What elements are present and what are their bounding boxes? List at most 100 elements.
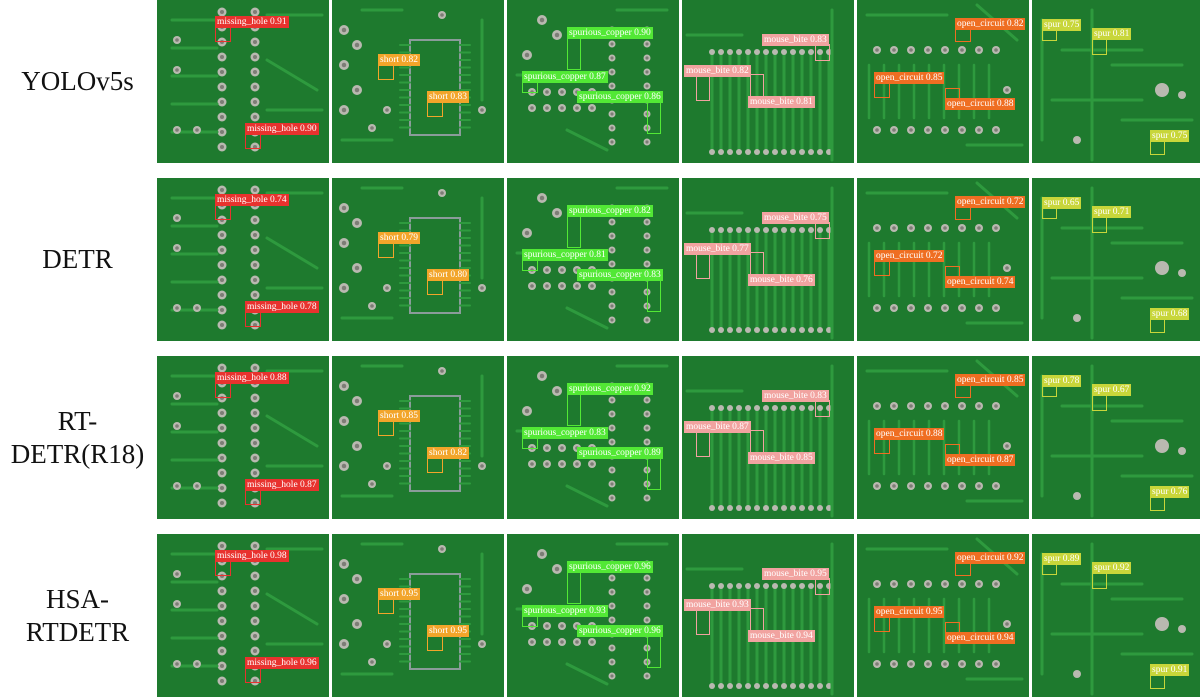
bounding-box	[1150, 496, 1165, 511]
pcb-image-panel: missing_hole 0.91 missing_hole 0.90	[157, 0, 329, 163]
pcb-image-panel: spurious_copper 0.96 spurious_copper 0.93…	[507, 534, 679, 697]
row-label-line: HSA-	[45, 583, 109, 614]
bounding-box	[567, 571, 581, 604]
detection-label: spur 0.76	[1150, 486, 1190, 498]
bounding-box	[955, 384, 971, 398]
pcb-image-panel: mouse_bite 0.83 mouse_bite 0.82 mouse_bite…	[682, 0, 854, 163]
bounding-box	[245, 133, 261, 149]
pcb-image-panel: missing_hole 0.98 missing_hole 0.96	[157, 534, 329, 697]
detection-label: missing_hole 0.74	[215, 194, 289, 206]
detection-label: spur 0.75	[1150, 130, 1190, 142]
row-label: RT- DETR(R18)	[0, 405, 155, 471]
pcb-texture	[170, 7, 324, 152]
detection-label: spur 0.89	[1042, 553, 1082, 565]
detection-label: missing_hole 0.98	[215, 550, 289, 562]
bounding-box	[378, 242, 394, 258]
detection-label: open_circuit 0.85	[955, 374, 1026, 386]
bounding-box	[1150, 318, 1165, 333]
detection-label: mouse_bite 0.87	[684, 421, 751, 433]
bounding-box	[874, 82, 890, 98]
bounding-box	[1150, 140, 1165, 155]
pcb-texture	[339, 186, 486, 320]
row-label: DETR	[0, 243, 155, 276]
bounding-box	[245, 667, 261, 683]
bounding-box	[696, 609, 710, 635]
bounding-box	[567, 393, 581, 426]
detection-label: open_circuit 0.87	[945, 454, 1016, 466]
detection-label: spurious_copper 0.89	[577, 447, 663, 459]
detection-label: open_circuit 0.88	[874, 428, 945, 440]
pcb-image-panel: open_circuit 0.92 open_circuit 0.95 open_c…	[857, 534, 1029, 697]
bounding-box	[215, 382, 231, 398]
detection-label: short 0.82	[427, 447, 469, 459]
bounding-box	[245, 311, 261, 327]
detection-label: spurious_copper 0.92	[567, 383, 653, 395]
detection-label: spur 0.81	[1092, 28, 1132, 40]
pcb-texture	[339, 364, 486, 498]
bounding-box	[567, 215, 581, 248]
pcb-image-panel: open_circuit 0.72 open_circuit 0.72 open_c…	[857, 178, 1029, 341]
pcb-image-panel: spur 0.78 spur 0.67 spur 0.76	[1032, 356, 1200, 519]
pcb-image-panel: spurious_copper 0.90 spurious_copper 0.87…	[507, 0, 679, 163]
bounding-box	[874, 438, 890, 454]
detection-label: open_circuit 0.74	[945, 276, 1016, 288]
detection-label: spurious_copper 0.81	[522, 249, 608, 261]
pcb-image-panel: short 0.85 short 0.82	[332, 356, 504, 519]
detection-label: spurious_copper 0.83	[522, 427, 608, 439]
pcb-texture	[339, 542, 486, 676]
detection-label: spur 0.75	[1042, 19, 1082, 31]
detection-label: mouse_bite 0.76	[748, 274, 815, 286]
pcb-image-panel: short 0.95 short 0.95	[332, 534, 504, 697]
pcb-image-panel: short 0.79 short 0.80	[332, 178, 504, 341]
detection-label: spur 0.92	[1092, 562, 1132, 574]
detection-label: spur 0.65	[1042, 197, 1082, 209]
detection-label: mouse_bite 0.82	[684, 65, 751, 77]
bounding-box	[378, 598, 394, 614]
detection-label: open_circuit 0.88	[945, 98, 1016, 110]
detection-label: open_circuit 0.72	[955, 196, 1026, 208]
pcb-image-panel: spurious_copper 0.82 spurious_copper 0.81…	[507, 178, 679, 341]
bounding-box	[567, 37, 581, 70]
detection-label: mouse_bite 0.81	[748, 96, 815, 108]
bounding-box	[955, 28, 971, 42]
pcb-image-panel: open_circuit 0.82 open_circuit 0.85 open_c…	[857, 0, 1029, 163]
bounding-box	[647, 457, 661, 490]
detection-label: mouse_bite 0.94	[748, 630, 815, 642]
pcb-texture	[170, 541, 324, 686]
bounding-box	[815, 222, 830, 239]
bounding-box	[215, 26, 231, 42]
detection-label: spurious_copper 0.83	[577, 269, 663, 281]
detection-label: mouse_bite 0.85	[748, 452, 815, 464]
pcb-image-panel: short 0.82 short 0.83	[332, 0, 504, 163]
detection-label: short 0.95	[427, 625, 469, 637]
detection-label: short 0.82	[378, 54, 420, 66]
detection-label: missing_hole 0.91	[215, 16, 289, 28]
pcb-image-panel: missing_hole 0.88 missing_hole 0.87	[157, 356, 329, 519]
detection-label: open_circuit 0.92	[955, 552, 1026, 564]
detection-label: open_circuit 0.95	[874, 606, 945, 618]
bounding-box	[378, 64, 394, 80]
row-label-line: DETR	[42, 244, 113, 274]
detection-label: spur 0.78	[1042, 375, 1082, 387]
detection-label: spur 0.68	[1150, 308, 1190, 320]
detection-label: missing_hole 0.88	[215, 372, 289, 384]
bounding-box	[696, 75, 710, 101]
detection-label: mouse_bite 0.77	[684, 243, 751, 255]
pcb-texture	[515, 8, 669, 152]
pcb-texture	[339, 8, 486, 142]
detection-label: mouse_bite 0.83	[762, 34, 829, 46]
bounding-box	[815, 44, 830, 61]
detection-label: spurious_copper 0.96	[567, 561, 653, 573]
bounding-box	[215, 204, 231, 220]
bounding-box	[1150, 674, 1165, 689]
bounding-box	[647, 635, 661, 668]
pcb-image-panel: spur 0.65 spur 0.71 spur 0.68	[1032, 178, 1200, 341]
detection-label: open_circuit 0.85	[874, 72, 945, 84]
detection-label: mouse_bite 0.75	[762, 212, 829, 224]
detection-label: open_circuit 0.82	[955, 18, 1026, 30]
bounding-box	[696, 431, 710, 457]
bounding-box	[647, 101, 661, 134]
detection-label: short 0.95	[378, 588, 420, 600]
row-label: YOLOv5s	[0, 65, 155, 98]
detection-label: short 0.80	[427, 269, 469, 281]
